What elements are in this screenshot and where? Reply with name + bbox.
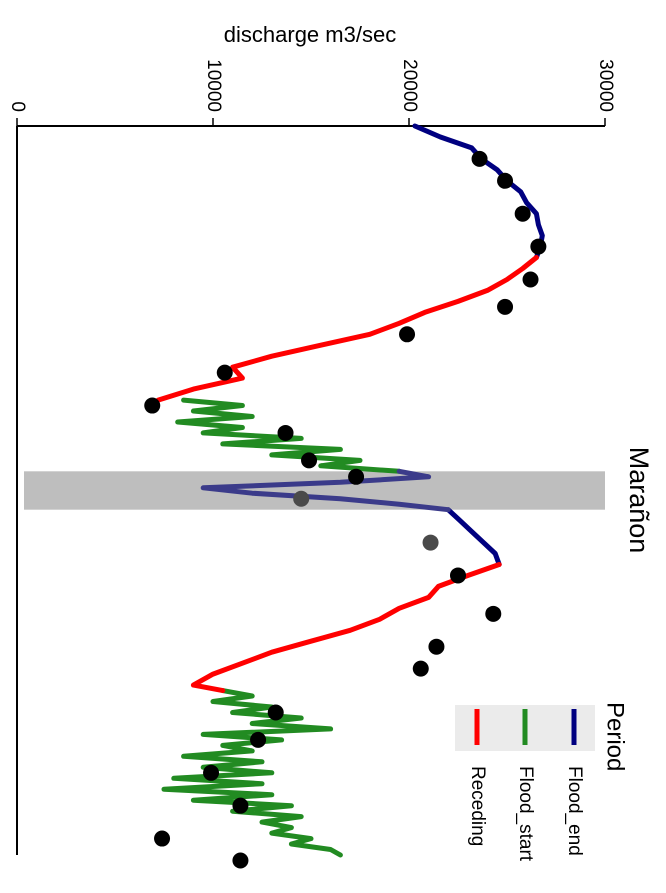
series-line-highlighted [200, 468, 451, 513]
data-point [422, 534, 439, 551]
series-line-flood-end [412, 123, 545, 260]
data-point [216, 364, 233, 381]
legend-entry-label: Receding [467, 766, 488, 846]
series-line-flood-start [175, 397, 402, 474]
series-lines [155, 123, 545, 858]
data-point [250, 731, 267, 748]
legend-title: Period [602, 702, 629, 771]
legend-entry-label: Flood_start [515, 766, 536, 862]
y-tick-label: 20000 [399, 59, 420, 112]
data-point [203, 764, 220, 781]
data-point [348, 468, 365, 485]
data-point [514, 205, 531, 222]
data-point [232, 797, 249, 814]
data-point [428, 638, 445, 655]
y-tick-label: 30000 [595, 59, 616, 112]
data-point [399, 326, 416, 343]
y-axis-label: discharge m3/sec [224, 22, 396, 47]
series-line-receding [190, 562, 502, 694]
data-point [450, 567, 466, 584]
chart-title: Marañon [624, 447, 654, 554]
labels: Marañon discharge m3/sec [224, 22, 654, 553]
data-point [293, 490, 310, 507]
series-line-flood-end [445, 507, 502, 567]
data-point [144, 397, 161, 414]
data-point [497, 172, 514, 189]
data-point [154, 830, 171, 847]
data-point [522, 271, 539, 288]
data-point [232, 852, 249, 869]
data-point [497, 298, 514, 315]
y-tick-label: 10000 [203, 59, 224, 112]
value-axis: 0 10000 20000 30000 [7, 59, 616, 855]
data-point [412, 660, 429, 677]
data-point [301, 452, 318, 469]
data-point [267, 704, 284, 721]
y-tick-label: 0 [7, 101, 28, 112]
data-points [144, 150, 547, 869]
data-point [471, 150, 488, 167]
series-line-flood-start [161, 688, 343, 858]
highlight-band-layer [24, 471, 605, 510]
data-point [485, 605, 502, 622]
data-point [530, 238, 547, 255]
series-line-receding [155, 255, 539, 403]
legend: Period Flood_end Flood_start Receding [455, 702, 629, 862]
legend-entry-label: Flood_end [564, 766, 585, 856]
data-point [277, 424, 294, 441]
highlight-band [24, 471, 605, 510]
